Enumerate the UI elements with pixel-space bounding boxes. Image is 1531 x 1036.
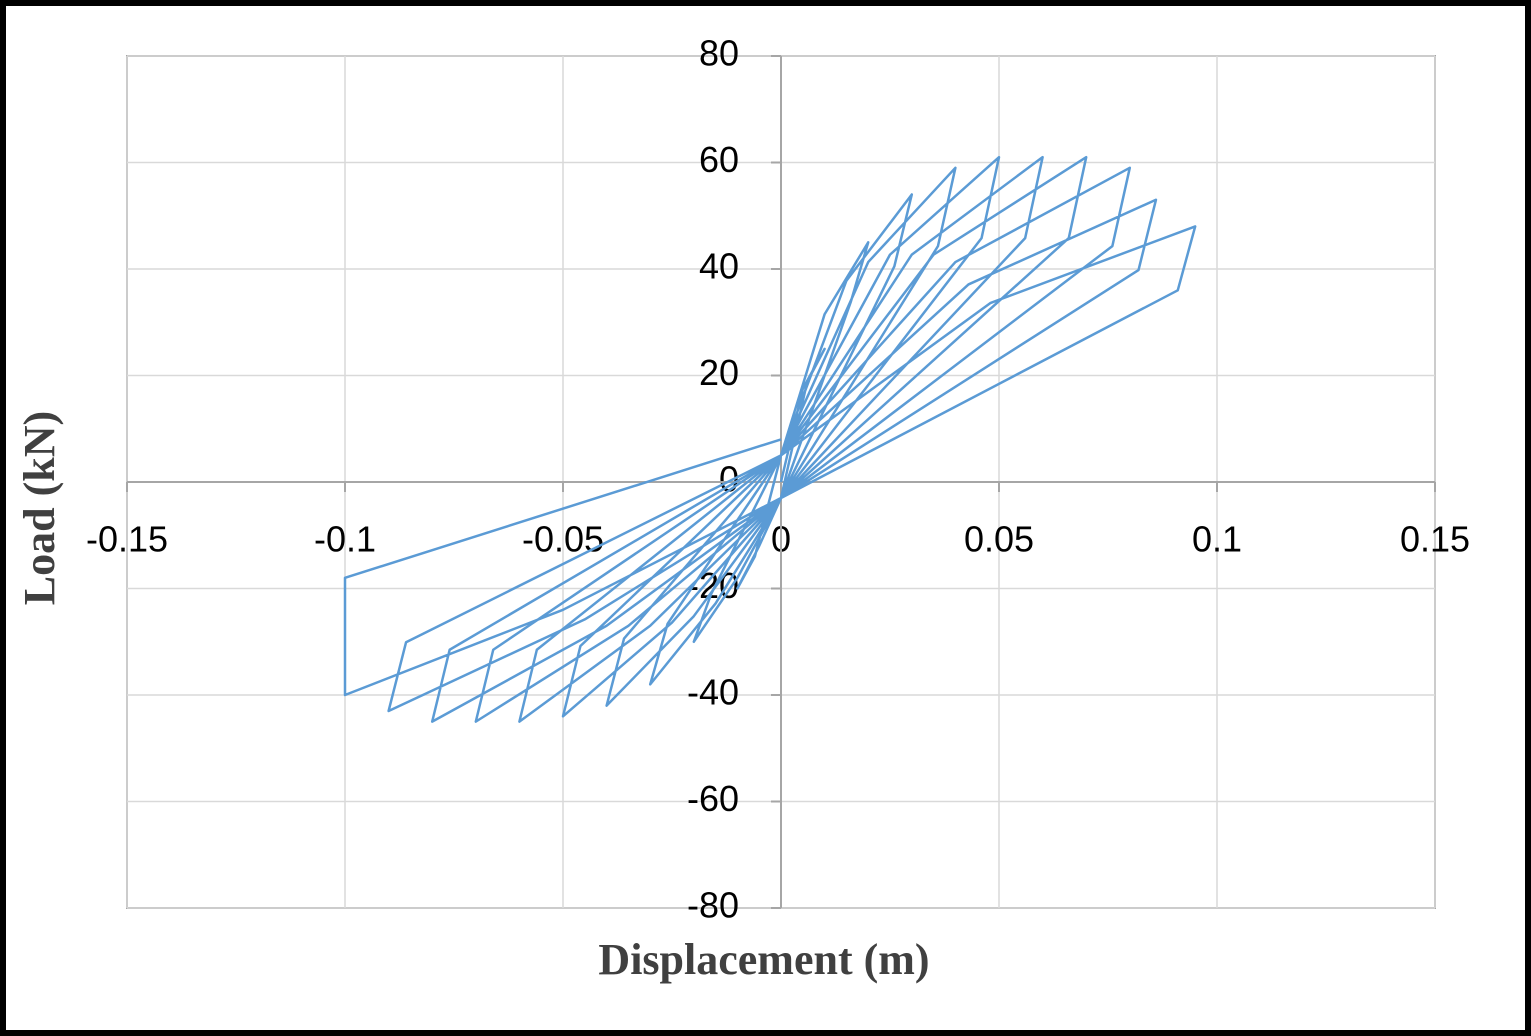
y-axis-title: Load (kN) — [15, 411, 64, 605]
y-tick-label: -60 — [687, 778, 739, 819]
x-tick-label: 0.1 — [1192, 519, 1242, 560]
x-tick-label: -0.15 — [86, 519, 168, 560]
y-tick-label: -80 — [687, 885, 739, 926]
y-tick-label: 80 — [699, 33, 739, 74]
y-tick-label: 60 — [699, 139, 739, 180]
x-tick-label: 0.05 — [964, 519, 1034, 560]
x-tick-label: -0.05 — [522, 519, 604, 560]
y-tick-label: 40 — [699, 246, 739, 287]
x-tick-label: -0.1 — [314, 519, 376, 560]
data-line — [343, 155, 1197, 723]
y-tick-label: -40 — [687, 672, 739, 713]
x-axis-title: Displacement (m) — [598, 935, 929, 984]
x-tick-label: 0.15 — [1400, 519, 1470, 560]
y-tick-label: -20 — [687, 565, 739, 606]
y-tick-label: 20 — [699, 352, 739, 393]
